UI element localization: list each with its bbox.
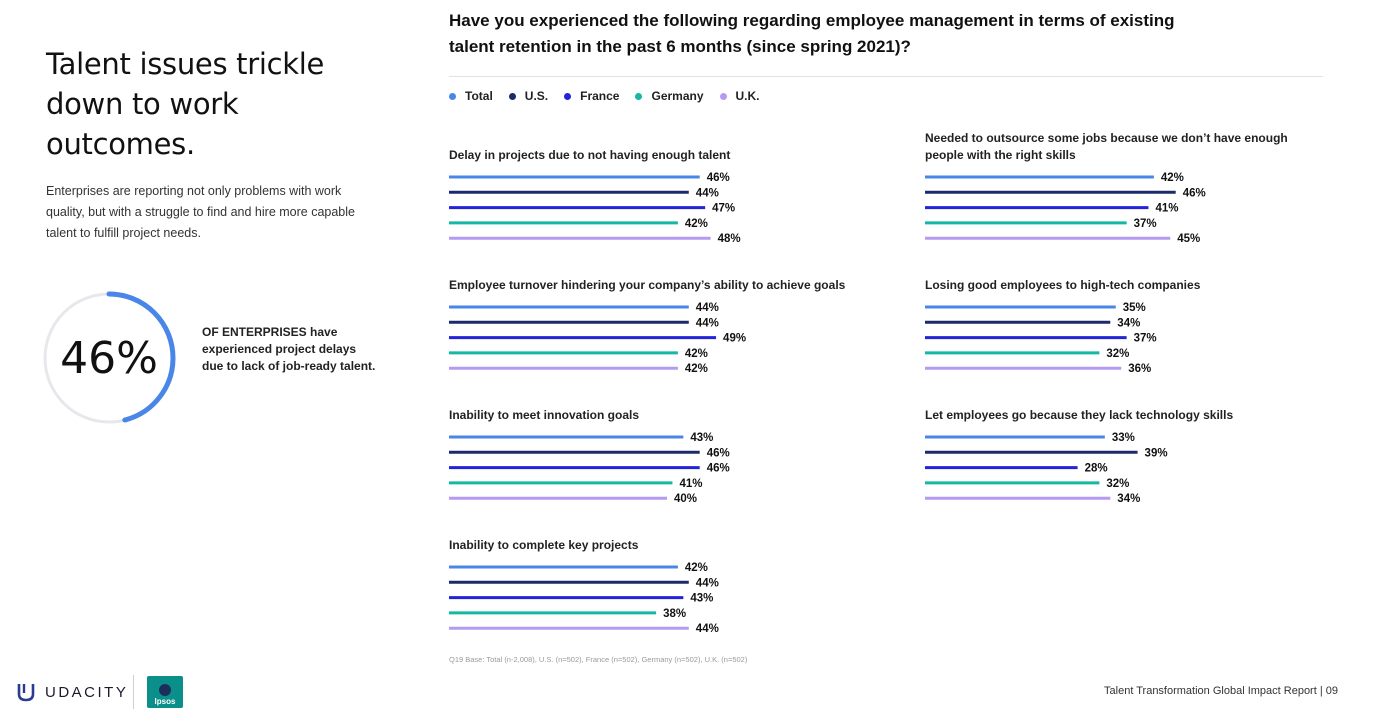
legend-dot-icon	[449, 92, 456, 100]
group-label: Inability to meet innovation goals	[449, 408, 639, 422]
udacity-wordmark: UDACITY	[45, 683, 129, 701]
bar-value-label: 44%	[696, 302, 719, 314]
group-label: Delay in projects due to not having enou…	[449, 148, 730, 162]
legend-label: Germany	[651, 89, 704, 103]
stat-caption-rest: have experienced project delays due to l…	[202, 325, 376, 373]
bar-value-label: 47%	[712, 203, 735, 215]
legend-label: Total	[465, 89, 493, 103]
group-label: Let employees go because they lack techn…	[925, 408, 1233, 422]
bar-value-label: 46%	[707, 463, 730, 475]
bar-value-label: 34%	[1117, 317, 1140, 329]
stat-caption-strong: OF ENTERPRISES	[202, 325, 307, 339]
ipsos-logo: Ipsos	[147, 676, 183, 708]
legend-label: U.S.	[524, 89, 549, 103]
bar-value-label: 36%	[1128, 363, 1151, 375]
legend-dot-icon	[564, 92, 572, 100]
legend-item: Total	[449, 89, 493, 103]
bar-value-label: 37%	[1134, 218, 1157, 230]
group-label: Employee turnover hindering your company…	[449, 278, 846, 292]
bar-value-label: 49%	[723, 333, 746, 345]
legend-dot-icon	[635, 92, 643, 100]
stat-caption: OF ENTERPRISES have experienced project …	[202, 324, 377, 375]
report-footer: Talent Transformation Global Impact Repo…	[1104, 685, 1338, 697]
stat-value: 46%	[60, 332, 158, 384]
ipsos-wordmark: Ipsos	[154, 697, 176, 706]
bar-value-label: 46%	[707, 172, 730, 184]
bar-value-label: 44%	[696, 577, 719, 589]
bar-value-label: 41%	[679, 478, 702, 490]
bar-value-label: 40%	[674, 493, 697, 505]
legend-label: U.K.	[735, 89, 760, 103]
chart-title: Have you experienced the following regar…	[449, 11, 1175, 56]
group-label: Needed to outsource some jobs because we…	[925, 131, 1288, 162]
bar-value-label: 44%	[696, 623, 719, 635]
udacity-logo: UDACITY	[16, 682, 128, 702]
bar-value-label: 46%	[1183, 187, 1206, 199]
bar-value-label: 48%	[718, 233, 741, 245]
bar-value-label: 39%	[1145, 447, 1168, 459]
bar-value-label: 46%	[707, 447, 730, 459]
bar-value-label: 42%	[685, 363, 708, 375]
page-description: Enterprises are reporting not only probl…	[46, 184, 355, 240]
legend-item: Germany	[635, 89, 704, 103]
stat-ring-arc	[42, 291, 176, 425]
logo-divider	[133, 675, 134, 709]
ipsos-mark-icon	[159, 684, 171, 696]
legend-item: U.K.	[719, 89, 760, 103]
bar-value-label: 42%	[685, 562, 708, 574]
legend-label: France	[580, 89, 620, 103]
udacity-u-icon	[17, 684, 35, 702]
legend-item: France	[564, 89, 619, 103]
bar-value-label: 34%	[1117, 493, 1140, 505]
bar-value-label: 32%	[1106, 478, 1129, 490]
bar-value-label: 45%	[1177, 233, 1200, 245]
bar-value-label: 43%	[690, 432, 713, 444]
bar-value-label: 41%	[1155, 203, 1178, 215]
bar-value-label: 42%	[685, 348, 708, 360]
title-divider	[449, 76, 1323, 77]
group-label: Inability to complete key projects	[449, 538, 639, 552]
legend-dot-icon	[719, 92, 727, 100]
stat-ring	[42, 291, 176, 425]
page-headline: Talent issues trickle down to work outco…	[46, 47, 325, 161]
base-footnote: Q19 Base: Total (n-2,008), U.S. (n=502),…	[449, 655, 748, 664]
bar-chart: Delay in projects due to not having enou…	[449, 131, 1288, 635]
chart-legend: Total U.S. France Germany U.K.	[449, 88, 776, 104]
bar-value-label: 28%	[1085, 463, 1108, 475]
bar-value-label: 32%	[1106, 348, 1129, 360]
bar-value-label: 43%	[690, 593, 713, 605]
bar-value-label: 37%	[1134, 333, 1157, 345]
legend-dot-icon	[508, 92, 516, 100]
legend-item: U.S.	[508, 89, 549, 103]
group-label: Losing good employees to high-tech compa…	[925, 278, 1201, 292]
bar-value-label: 42%	[685, 218, 708, 230]
bar-value-label: 44%	[696, 187, 719, 199]
bar-value-label: 44%	[696, 317, 719, 329]
bar-value-label: 42%	[1161, 172, 1184, 184]
bar-value-label: 35%	[1123, 302, 1146, 314]
bar-value-label: 38%	[663, 608, 686, 620]
bar-value-label: 33%	[1112, 432, 1135, 444]
